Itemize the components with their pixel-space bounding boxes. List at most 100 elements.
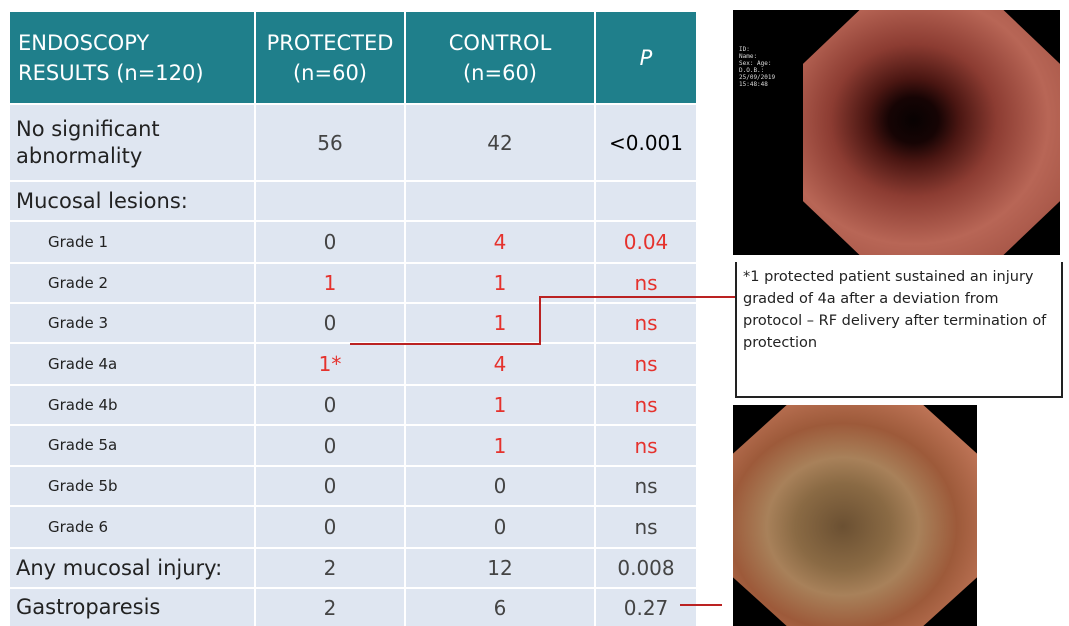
cell-text: 0 [324, 434, 337, 458]
cell-text: Grade 4a [48, 355, 117, 373]
table-cell: 56 [255, 104, 405, 181]
cell-text: 4 [494, 230, 507, 254]
table-cell: 2 [255, 588, 405, 626]
header-cell: CONTROL(n=60) [405, 12, 595, 104]
cell-text: ns [634, 515, 657, 539]
cell-text: 0 [324, 474, 337, 498]
cell-text: 6 [494, 596, 507, 620]
header-text: P [596, 43, 696, 73]
table-cell: ns [595, 425, 697, 466]
table-row: Grade 6 0 0 ns [10, 506, 697, 548]
cell-text: Grade 6 [48, 518, 108, 536]
cell-text: Grade 3 [48, 314, 108, 332]
cell-text: 2 [324, 596, 337, 620]
table-cell: ns [595, 506, 697, 548]
table-cell: ns [595, 263, 697, 303]
table-cell: 0 [405, 466, 595, 506]
header-text: (n=60) [406, 58, 594, 88]
table-cell: 2 [255, 548, 405, 588]
cell-text: Any mucosal injury: [16, 556, 222, 580]
cell-text: 0.04 [624, 230, 669, 254]
row-label: No significant abnormality [10, 104, 255, 181]
overlay-text: 15:48:48 [739, 81, 775, 88]
cell-text: 0 [324, 393, 337, 417]
cell-text: 1 [494, 271, 507, 295]
table-row: Gastroparesis 2 6 0.27 [10, 588, 697, 626]
table-cell: 1 [405, 263, 595, 303]
row-label: Grade 3 [10, 303, 255, 343]
row-label: Grade 5a [10, 425, 255, 466]
cell-text: ns [634, 393, 657, 417]
header-text: CONTROL [406, 28, 594, 58]
row-label: Grade 1 [10, 221, 255, 263]
table-cell: 0 [255, 466, 405, 506]
table-cell: 0 [405, 506, 595, 548]
overlay-text: Name: [739, 53, 775, 60]
table-row: Grade 3 0 1 ns [10, 303, 697, 343]
table-row: Grade 5b 0 0 ns [10, 466, 697, 506]
cell-text: 4 [494, 352, 507, 376]
cell-text: ns [634, 271, 657, 295]
table-cell: 1 [405, 425, 595, 466]
cell-text: 1 [494, 393, 507, 417]
table-cell: 0 [255, 425, 405, 466]
header-cell: P [595, 12, 697, 104]
header-text: RESULTS (n=120) [18, 58, 254, 88]
lens-view [803, 10, 1060, 255]
table-row: Mucosal lesions: [10, 181, 697, 221]
row-label: Grade 2 [10, 263, 255, 303]
header-text: PROTECTED [256, 28, 404, 58]
cell-text: Mucosal lesions: [16, 189, 188, 213]
endoscopy-image [733, 405, 977, 626]
table-cell: ns [595, 466, 697, 506]
row-label: Gastroparesis [10, 588, 255, 626]
table-cell: <0.001 [595, 104, 697, 181]
table-cell: 0 [255, 303, 405, 343]
header-text: (n=60) [256, 58, 404, 88]
cell-text: ns [634, 311, 657, 335]
table-cell: 12 [405, 548, 595, 588]
table-cell [595, 181, 697, 221]
cell-text: ns [634, 474, 657, 498]
row-label: Any mucosal injury: [10, 548, 255, 588]
table-cell: 0 [255, 506, 405, 548]
cell-text: 0 [324, 311, 337, 335]
overlay-text: 25/09/2019 [739, 74, 775, 81]
table-cell: 1* [255, 343, 405, 385]
table-cell: ns [595, 303, 697, 343]
table-cell: 0.008 [595, 548, 697, 588]
row-label: Grade 6 [10, 506, 255, 548]
header-text: ENDOSCOPY [18, 28, 254, 58]
cell-text: 0 [494, 515, 507, 539]
cell-text: 0.008 [617, 556, 674, 580]
table-cell: 0.27 [595, 588, 697, 626]
overlay-text: Sex: Age: [739, 60, 775, 67]
cell-text: 1 [324, 271, 337, 295]
cell-text: 1 [494, 434, 507, 458]
cell-text: ns [634, 352, 657, 376]
cell-text: 0 [494, 474, 507, 498]
table-row: Grade 4b 0 1 ns [10, 385, 697, 425]
table-cell: 1 [405, 303, 595, 343]
table-cell: 0.04 [595, 221, 697, 263]
table-cell [255, 181, 405, 221]
cell-text: ns [634, 434, 657, 458]
table-cell: 4 [405, 343, 595, 385]
cell-text: 12 [487, 556, 512, 580]
cell-text: No significant abnormality [16, 117, 160, 168]
table-row: Any mucosal injury: 2 12 0.008 [10, 548, 697, 588]
row-label: Grade 5b [10, 466, 255, 506]
row-label: Grade 4b [10, 385, 255, 425]
cell-text: 1* [319, 352, 342, 376]
table-cell: ns [595, 385, 697, 425]
cell-text: 2 [324, 556, 337, 580]
cell-text: Grade 2 [48, 274, 108, 292]
overlay-text: D.O.B.: [739, 67, 775, 74]
cell-text: Gastroparesis [16, 595, 160, 619]
